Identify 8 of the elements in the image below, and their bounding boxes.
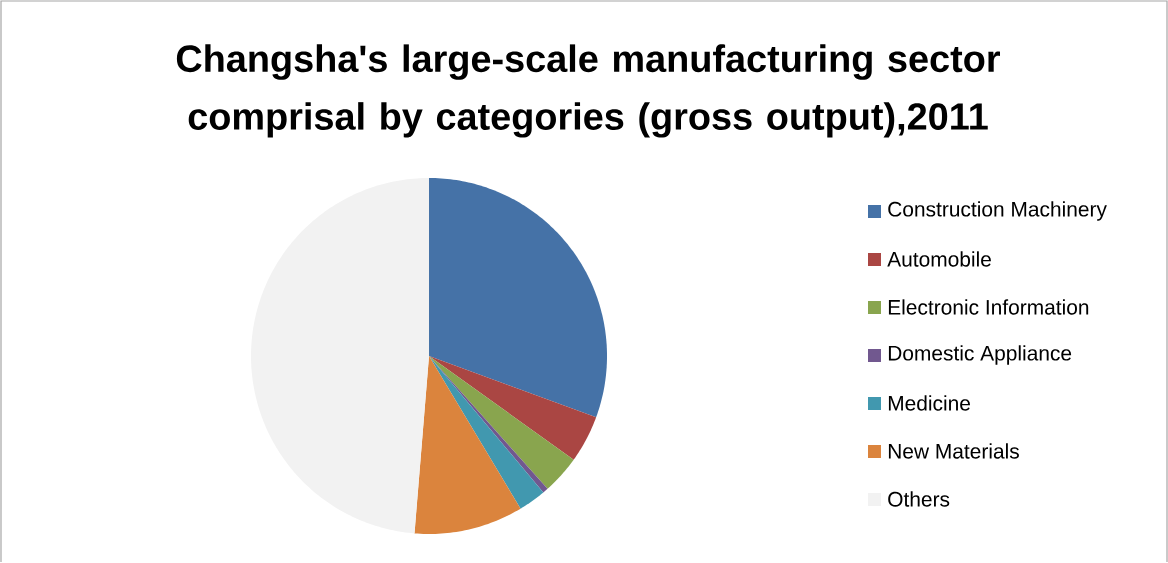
legend-label: Electronic Information — [888, 299, 1089, 315]
legend-label: Domestic Appliance — [888, 345, 1072, 365]
legend-label: Medicine — [888, 395, 970, 411]
legend-label: Automobile — [887, 251, 991, 267]
legend-label: New Materials — [888, 443, 1019, 459]
chart-title: Changsha's large-scale manufacturing sector comprisal by categories (gross output),2011 — [176, 44, 1001, 138]
legend-label: Construction Machinery — [888, 201, 1107, 221]
legend-label: Others — [888, 491, 950, 507]
